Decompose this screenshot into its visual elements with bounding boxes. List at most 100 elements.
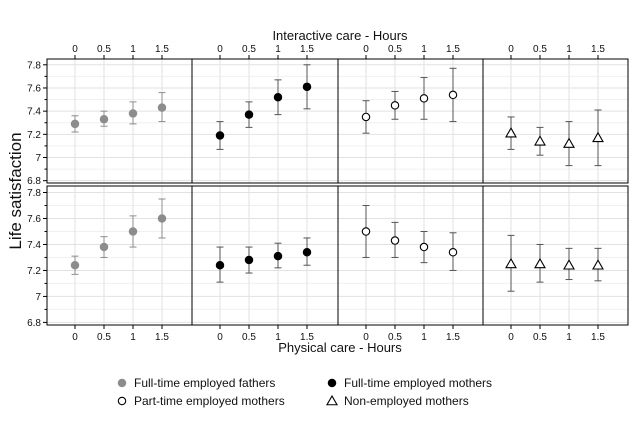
y-tick-label: 7 bbox=[35, 153, 41, 164]
series-physical-1 bbox=[70, 198, 167, 275]
panel-frame bbox=[482, 185, 629, 326]
data-point bbox=[448, 90, 458, 100]
top-x-tick-label: 0.5 bbox=[533, 44, 547, 55]
bottom-x-tick-label: 0 bbox=[363, 332, 369, 343]
panel-frame bbox=[482, 58, 629, 184]
bottom-x-tick-label: 1.5 bbox=[300, 332, 314, 343]
legend-item-3: Part-time employed mothers bbox=[117, 394, 285, 408]
top-x-tick-label: 1 bbox=[130, 44, 136, 55]
series-physical-4 bbox=[505, 234, 604, 292]
top-x-tick-label: 1 bbox=[421, 44, 427, 55]
panel-physical-1 bbox=[46, 185, 193, 326]
bottom-x-axis-title: Physical care - Hours bbox=[278, 340, 402, 355]
y-tick-label: 7.8 bbox=[27, 188, 41, 199]
y-tick-label: 7.4 bbox=[27, 107, 41, 118]
panel-interactive-4 bbox=[482, 58, 629, 184]
legend-marker bbox=[327, 378, 337, 388]
y-tick-label: 7.6 bbox=[27, 83, 41, 94]
panel-frame bbox=[191, 58, 339, 184]
top-x-tick-label: 0 bbox=[217, 44, 223, 55]
data-point bbox=[390, 101, 400, 110]
data-point bbox=[273, 251, 283, 261]
legend-label: Full-time employed fathers bbox=[134, 376, 275, 390]
bottom-x-tick-label: 1.5 bbox=[155, 332, 169, 343]
panel-physical-3 bbox=[337, 185, 484, 326]
data-point bbox=[70, 260, 80, 270]
panel-frame bbox=[46, 58, 193, 184]
legend-item-1: Full-time employed fathers bbox=[117, 376, 275, 390]
data-point bbox=[592, 131, 604, 143]
top-x-tick-label: 0.5 bbox=[388, 44, 402, 55]
legend-label: Full-time employed mothers bbox=[344, 376, 492, 390]
panel-frame bbox=[191, 185, 339, 326]
bottom-x-tick-label: 1 bbox=[275, 332, 281, 343]
data-point bbox=[273, 92, 283, 102]
panel-frame bbox=[337, 185, 484, 326]
panel-frame bbox=[46, 185, 193, 326]
data-point bbox=[128, 109, 138, 118]
data-point bbox=[157, 214, 167, 223]
data-point bbox=[70, 119, 80, 129]
bottom-x-tick-label: 1.5 bbox=[591, 332, 605, 343]
y-tick-label: 6.8 bbox=[27, 176, 41, 187]
panel-frame bbox=[337, 58, 484, 184]
bottom-x-tick-label: 1 bbox=[566, 332, 572, 343]
legend: Full-time employed fathers Full-time empl… bbox=[117, 376, 492, 408]
data-point bbox=[302, 248, 312, 257]
y-tick-label: 7.4 bbox=[27, 240, 41, 251]
legend-marker bbox=[117, 378, 127, 388]
data-point bbox=[419, 94, 429, 103]
panels-layer bbox=[46, 58, 629, 326]
y-tick-label: 7.8 bbox=[27, 60, 41, 71]
data-point bbox=[244, 110, 254, 119]
top-x-tick-label: 1.5 bbox=[591, 44, 605, 55]
top-x-tick-label: 0 bbox=[508, 44, 514, 55]
bottom-x-tick-label: 0 bbox=[508, 332, 514, 343]
data-point bbox=[563, 137, 575, 148]
top-x-tick-label: 1.5 bbox=[155, 44, 169, 55]
series-physical-2 bbox=[215, 237, 312, 283]
data-point bbox=[505, 127, 517, 138]
data-point bbox=[505, 257, 517, 269]
data-point bbox=[361, 112, 371, 122]
top-x-tick-label: 1.5 bbox=[446, 44, 460, 55]
bottom-x-tick-label: 0.5 bbox=[388, 332, 402, 343]
data-point bbox=[215, 131, 225, 140]
panel-interactive-3 bbox=[337, 58, 484, 184]
top-x-tick-label: 1 bbox=[275, 44, 281, 55]
y-tick-label: 6.8 bbox=[27, 318, 41, 329]
bottom-x-tick-label: 0 bbox=[217, 332, 223, 343]
y-tick-label: 7.2 bbox=[27, 266, 41, 277]
data-point bbox=[419, 242, 429, 252]
data-point bbox=[215, 260, 225, 270]
axes-layer: 6.877.27.47.67.86.877.27.47.67.8000.50.5… bbox=[27, 44, 605, 343]
top-x-tick-label: 1 bbox=[566, 44, 572, 55]
data-point bbox=[99, 242, 109, 252]
legend-label: Part-time employed mothers bbox=[134, 394, 285, 408]
y-tick-label: 7.6 bbox=[27, 214, 41, 225]
bottom-x-tick-label: 0.5 bbox=[533, 332, 547, 343]
panel-interactive-2 bbox=[191, 58, 339, 184]
top-x-tick-label: 0.5 bbox=[97, 44, 111, 55]
top-x-tick-label: 1.5 bbox=[300, 44, 314, 55]
data-point bbox=[448, 248, 458, 257]
bottom-x-tick-label: 1.5 bbox=[446, 332, 460, 343]
series-physical-3 bbox=[361, 204, 458, 271]
y-tick-label: 7.2 bbox=[27, 130, 41, 141]
data-point bbox=[99, 115, 109, 124]
series-interactive-1 bbox=[70, 92, 167, 133]
series-interactive-2 bbox=[215, 64, 312, 150]
data-point bbox=[390, 236, 400, 245]
legend-item-4: Non-employed mothers bbox=[326, 394, 469, 408]
series-interactive-3 bbox=[361, 67, 458, 134]
data-point bbox=[302, 82, 312, 92]
data-point bbox=[534, 135, 546, 146]
data-point bbox=[592, 259, 604, 270]
panel-physical-4 bbox=[482, 185, 629, 326]
legend-marker bbox=[326, 394, 338, 406]
bottom-x-tick-label: 0 bbox=[72, 332, 78, 343]
top-x-tick-label: 0 bbox=[72, 44, 78, 55]
bottom-x-tick-label: 1 bbox=[130, 332, 136, 343]
data-point bbox=[244, 255, 254, 265]
